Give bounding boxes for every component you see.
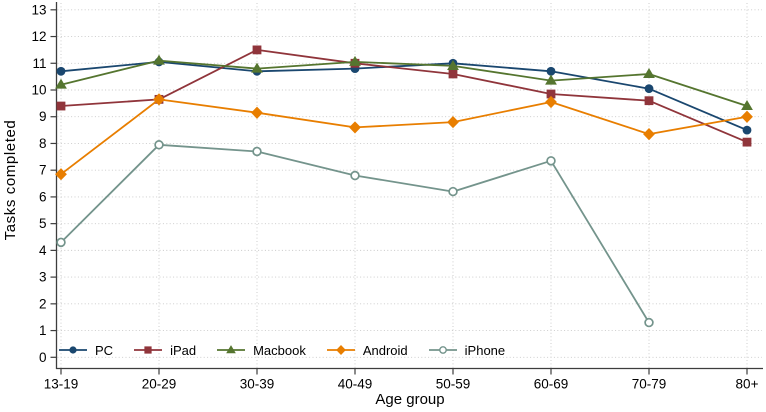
legend-item-label: iPad <box>170 342 197 358</box>
legend-item-iphone: iPhone <box>428 342 506 358</box>
y-tick-label: 0 <box>39 350 47 365</box>
y-tick-label: 3 <box>39 270 47 285</box>
series-marker <box>349 55 361 66</box>
y-tick-label: 11 <box>32 56 46 71</box>
legend-item-label: Macbook <box>253 342 306 358</box>
x-tick-label: 40-49 <box>338 377 373 392</box>
legend-item-label: iPhone <box>464 342 506 358</box>
series-marker <box>545 95 557 109</box>
y-tick-label: 2 <box>39 296 47 311</box>
series-line-ipad <box>60 49 748 143</box>
series-marker <box>545 74 557 85</box>
series-marker <box>153 54 165 65</box>
series-marker <box>144 346 152 354</box>
series-marker <box>448 69 458 79</box>
series-marker <box>56 237 66 248</box>
series-marker <box>252 45 262 55</box>
x-axis-title: Age group <box>375 391 445 408</box>
y-tick-label: 6 <box>39 189 47 204</box>
legend-item-ipad: iPad <box>134 343 196 358</box>
series-line-android <box>60 98 748 176</box>
series-marker <box>153 93 165 106</box>
series-marker <box>546 66 556 76</box>
x-tick-label: 30-39 <box>240 377 275 392</box>
open-circle-legend-icon <box>428 346 457 354</box>
y-tick-label: 9 <box>39 109 47 124</box>
series-marker <box>251 106 263 119</box>
series-line-pc <box>60 61 748 131</box>
series-marker <box>447 115 459 129</box>
series-marker <box>252 146 262 157</box>
triangle-legend-icon <box>217 345 246 354</box>
series-marker <box>350 170 360 181</box>
series-marker <box>251 62 263 73</box>
series-marker <box>336 344 346 356</box>
y-tick-label: 7 <box>39 163 47 178</box>
series-marker <box>447 59 459 70</box>
series-marker <box>741 110 753 123</box>
square-legend-icon <box>134 346 163 354</box>
series-marker <box>69 346 77 354</box>
series-marker <box>546 89 556 99</box>
legend-item-label: PC <box>95 342 114 358</box>
series-marker <box>55 78 67 89</box>
series-marker <box>349 121 361 134</box>
x-tick-label: 80+ <box>736 377 759 392</box>
series-marker <box>55 168 67 181</box>
legend-item-android: Android <box>326 342 408 358</box>
series-marker <box>546 156 556 166</box>
legend-item-pc: PC <box>59 343 113 358</box>
series-marker <box>741 100 753 111</box>
y-tick-label: 10 <box>31 83 46 98</box>
chart-legend: PC iPad Macbook Android iPhone <box>59 341 505 359</box>
y-tick-label: 5 <box>39 216 47 231</box>
series-marker <box>644 96 654 106</box>
y-tick-label: 1 <box>39 323 47 338</box>
x-tick-label: 13-19 <box>44 377 79 392</box>
series-marker <box>56 66 66 76</box>
diamond-legend-icon <box>326 344 355 356</box>
legend-item-macbook: Macbook <box>217 343 306 358</box>
series-marker <box>644 84 654 94</box>
series-marker <box>742 125 752 135</box>
series-marker <box>56 101 66 111</box>
series-marker <box>643 67 655 78</box>
series-marker <box>438 346 447 354</box>
series-marker <box>154 140 164 150</box>
series-marker <box>643 128 655 141</box>
series-marker <box>742 137 752 147</box>
y-tick-label: 8 <box>39 136 47 151</box>
x-tick-label: 20-29 <box>142 377 177 392</box>
series-marker <box>644 317 654 328</box>
x-tick-label: 70-79 <box>632 377 667 392</box>
circle-legend-icon <box>59 346 87 354</box>
y-tick-label: 13 <box>31 2 46 17</box>
series-marker <box>226 345 236 354</box>
series-marker <box>448 186 458 197</box>
x-tick-label: 60-69 <box>534 377 569 392</box>
legend-item-label: Android <box>362 342 408 358</box>
y-tick-label: 4 <box>39 243 47 258</box>
y-tick-label: 12 <box>31 29 46 44</box>
series-line-macbook <box>60 59 748 107</box>
x-tick-label: 50-59 <box>436 377 471 392</box>
y-axis-title: Tasks completed <box>2 119 19 241</box>
